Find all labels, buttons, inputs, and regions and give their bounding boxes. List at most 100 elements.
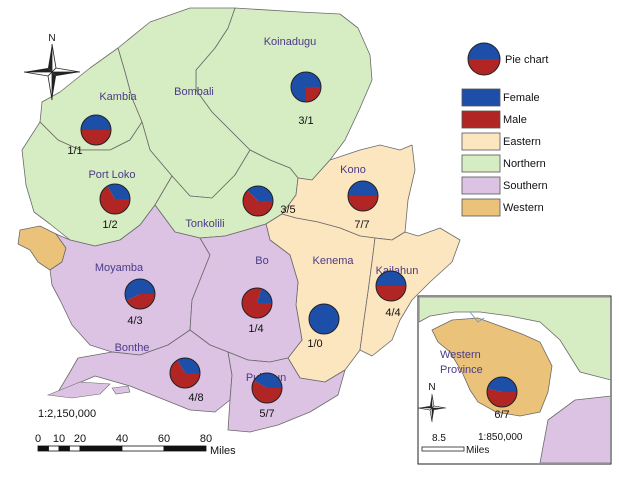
legend-label-western: Western: [503, 202, 544, 214]
pie-chart-kenema: [308, 303, 340, 335]
pie-chart-port-loko: [99, 183, 131, 215]
main-scale-ratio: 1:2,150,000: [38, 408, 96, 420]
inset-scale-tick: 8.5: [432, 433, 446, 444]
ratio-label-kono: 7/7: [354, 219, 369, 231]
scale-tick-label: 10: [53, 433, 65, 445]
district-label-kambia: Kambia: [99, 91, 137, 103]
inset-title-line1: Western: [440, 349, 481, 361]
inset-southern-area: [539, 395, 610, 463]
sherbro-island: [46, 381, 111, 399]
legend-label-northern: Northern: [503, 158, 546, 170]
pie-chart-koinadugu: [290, 71, 322, 103]
inset-scale-bar: [421, 446, 465, 452]
legend-swatch-eastern: [461, 132, 501, 151]
scale-segment: [163, 445, 207, 452]
district-pujehun: [227, 351, 346, 433]
pie-slice-female: [291, 72, 321, 102]
ratio-label-tonkolili: 3/5: [280, 204, 295, 216]
scale-segment: [58, 445, 70, 452]
pie-chart-kailahun: [375, 270, 407, 302]
pie-slice-male: [81, 130, 111, 145]
inset-title-line2: Province: [440, 364, 483, 376]
legend-pie-label: Pie chart: [505, 54, 548, 66]
legend-pie-bottom: [468, 59, 500, 75]
ratio-label-koinadugu: 3/1: [298, 115, 313, 127]
district-label-bonthe: Bonthe: [115, 342, 150, 354]
legend-label-eastern: Eastern: [503, 136, 541, 148]
north-label: N: [48, 33, 55, 44]
inset-ratio-label: 6/7: [494, 409, 509, 421]
district-label-bo: Bo: [255, 255, 268, 267]
legend-label-southern: Southern: [503, 180, 548, 192]
scale-unit: Miles: [210, 445, 236, 457]
district-label-kenema: Kenema: [313, 255, 355, 267]
legend-pie-top: [468, 43, 500, 59]
north-arrow: N: [23, 33, 81, 101]
pie-slice-female: [81, 115, 111, 130]
pie-slice-male: [252, 380, 282, 404]
legend-swatch-western: [461, 198, 501, 217]
scale-segment: [48, 445, 60, 452]
pie-chart-kambia: [80, 114, 112, 146]
ratio-label-moyamba: 4/3: [127, 315, 142, 327]
district-label-moyamba: Moyamba: [95, 262, 144, 274]
ratio-label-kailahun: 4/4: [385, 307, 400, 319]
pie-slice-female: [254, 373, 282, 388]
district-label-tonkolili: Tonkolili: [185, 218, 224, 230]
pie-slice-male: [486, 388, 517, 408]
pie-chart-tonkolili: [242, 185, 274, 217]
pie-chart-bo: [241, 287, 273, 319]
pie-slice-male: [376, 286, 406, 301]
inset-western-province: [431, 317, 553, 417]
pie-slice-female: [247, 186, 273, 201]
ratio-label-bonthe: 4/8: [188, 392, 203, 404]
pie-slice-male: [348, 196, 378, 211]
pie-slice-male: [170, 360, 200, 388]
pie-slice-female: [348, 181, 378, 196]
scale-segment: [121, 445, 165, 452]
scale-tick-label: 20: [74, 433, 86, 445]
legend-label-male: Male: [503, 114, 527, 126]
pie-slice-male: [306, 87, 321, 102]
pie-slice-male: [242, 190, 273, 217]
scale-tick-label: 80: [200, 433, 212, 445]
inset-map: Western Province 6/7 1:850,000 8.5 Miles…: [417, 295, 612, 465]
pie-chart-moyamba: [124, 278, 156, 310]
scale-segment: [79, 445, 123, 452]
pie-slice-female: [487, 377, 517, 392]
district-western: [17, 225, 67, 271]
inset-northern-area: [419, 297, 610, 381]
pie-chart-pujehun: [251, 372, 283, 404]
inset-scale-ratio: 1:850,000: [478, 432, 523, 443]
pie-slice-male: [126, 294, 155, 310]
scale-tick-label: 40: [116, 433, 128, 445]
ratio-label-kambia: 1/1: [67, 145, 82, 157]
scale-tick-label: 0: [35, 433, 41, 445]
pie-slice-male: [100, 186, 130, 214]
ratio-label-port-loko: 1/2: [102, 219, 117, 231]
inset-north-label: N: [428, 382, 435, 393]
island-small: [111, 385, 131, 395]
pie-chart-kono: [347, 180, 379, 212]
scale-tick-label: 60: [158, 433, 170, 445]
legend-swatch-female: [461, 88, 501, 107]
pie-slice-female: [125, 279, 155, 301]
legend-label-female: Female: [503, 92, 540, 104]
ratio-label-pujehun: 5/7: [259, 408, 274, 420]
district-label-bombali: Bombali: [174, 86, 214, 98]
district-label-port-loko: Port Loko: [88, 169, 135, 181]
inset-river: [469, 311, 485, 323]
pie-slice-female: [376, 271, 406, 286]
district-kailahun: [359, 227, 461, 357]
district-label-koinadugu: Koinadugu: [264, 36, 317, 48]
pie-chart-western-province: [486, 376, 518, 408]
legend: Pie chart Female Male Eastern Northern Southe…: [461, 42, 548, 217]
scale-segment: [37, 445, 49, 452]
scale-segment: [69, 445, 81, 452]
pie-slice-female: [257, 288, 272, 303]
inset-north-arrow: N: [417, 382, 447, 423]
legend-swatch-northern: [461, 154, 501, 173]
inset-scale-unit: Miles: [466, 445, 489, 456]
